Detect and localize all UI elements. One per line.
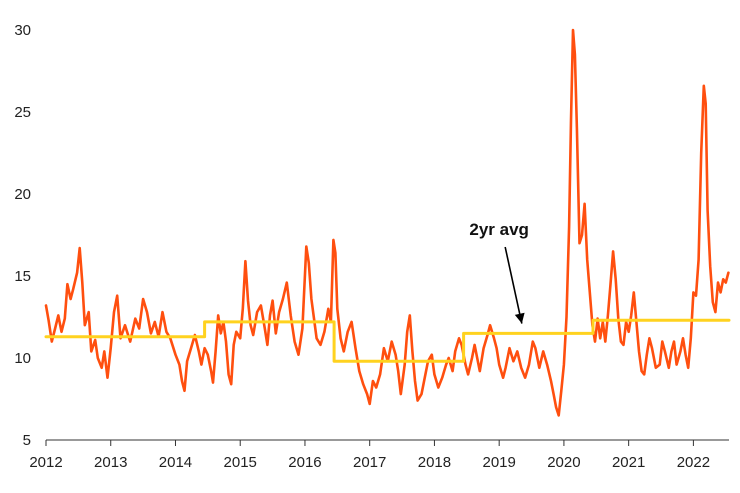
x-tick-label: 2016 [288,454,321,471]
x-tick-label: 2021 [612,454,645,471]
y-axis: 5 10 15 20 25 30 [14,22,31,449]
x-tick-label: 2020 [547,454,580,471]
x-tick-label: 2012 [29,454,62,471]
x-tick-label: 2019 [482,454,515,471]
y-tick-label: 15 [14,268,31,285]
x-axis: 2012 2013 2014 2015 2016 2017 2018 2019 2020 2021… [29,439,729,471]
x-tick-label: 2014 [159,454,192,471]
x-tick-label: 2022 [677,454,710,471]
x-tick-label: 2013 [94,454,127,471]
y-tick-label: 30 [14,22,31,39]
y-tick-label: 20 [14,186,31,203]
x-tick-label: 2015 [224,454,257,471]
annotation-arrow-line [504,246,523,324]
annotation-arrow-head [514,312,525,324]
y-tick-label: 10 [14,350,31,367]
y-tick-label: 5 [23,432,31,449]
series-layer [44,28,731,417]
two-year-average-step-line [44,318,731,363]
x-tick-label: 2018 [418,454,451,471]
annotation-label: 2yr avg [469,220,529,239]
volatility-series-line [44,28,730,417]
x-tick-label: 2017 [353,454,386,471]
y-tick-label: 25 [14,104,31,121]
annotation-layer: 2yr avg [469,220,529,324]
